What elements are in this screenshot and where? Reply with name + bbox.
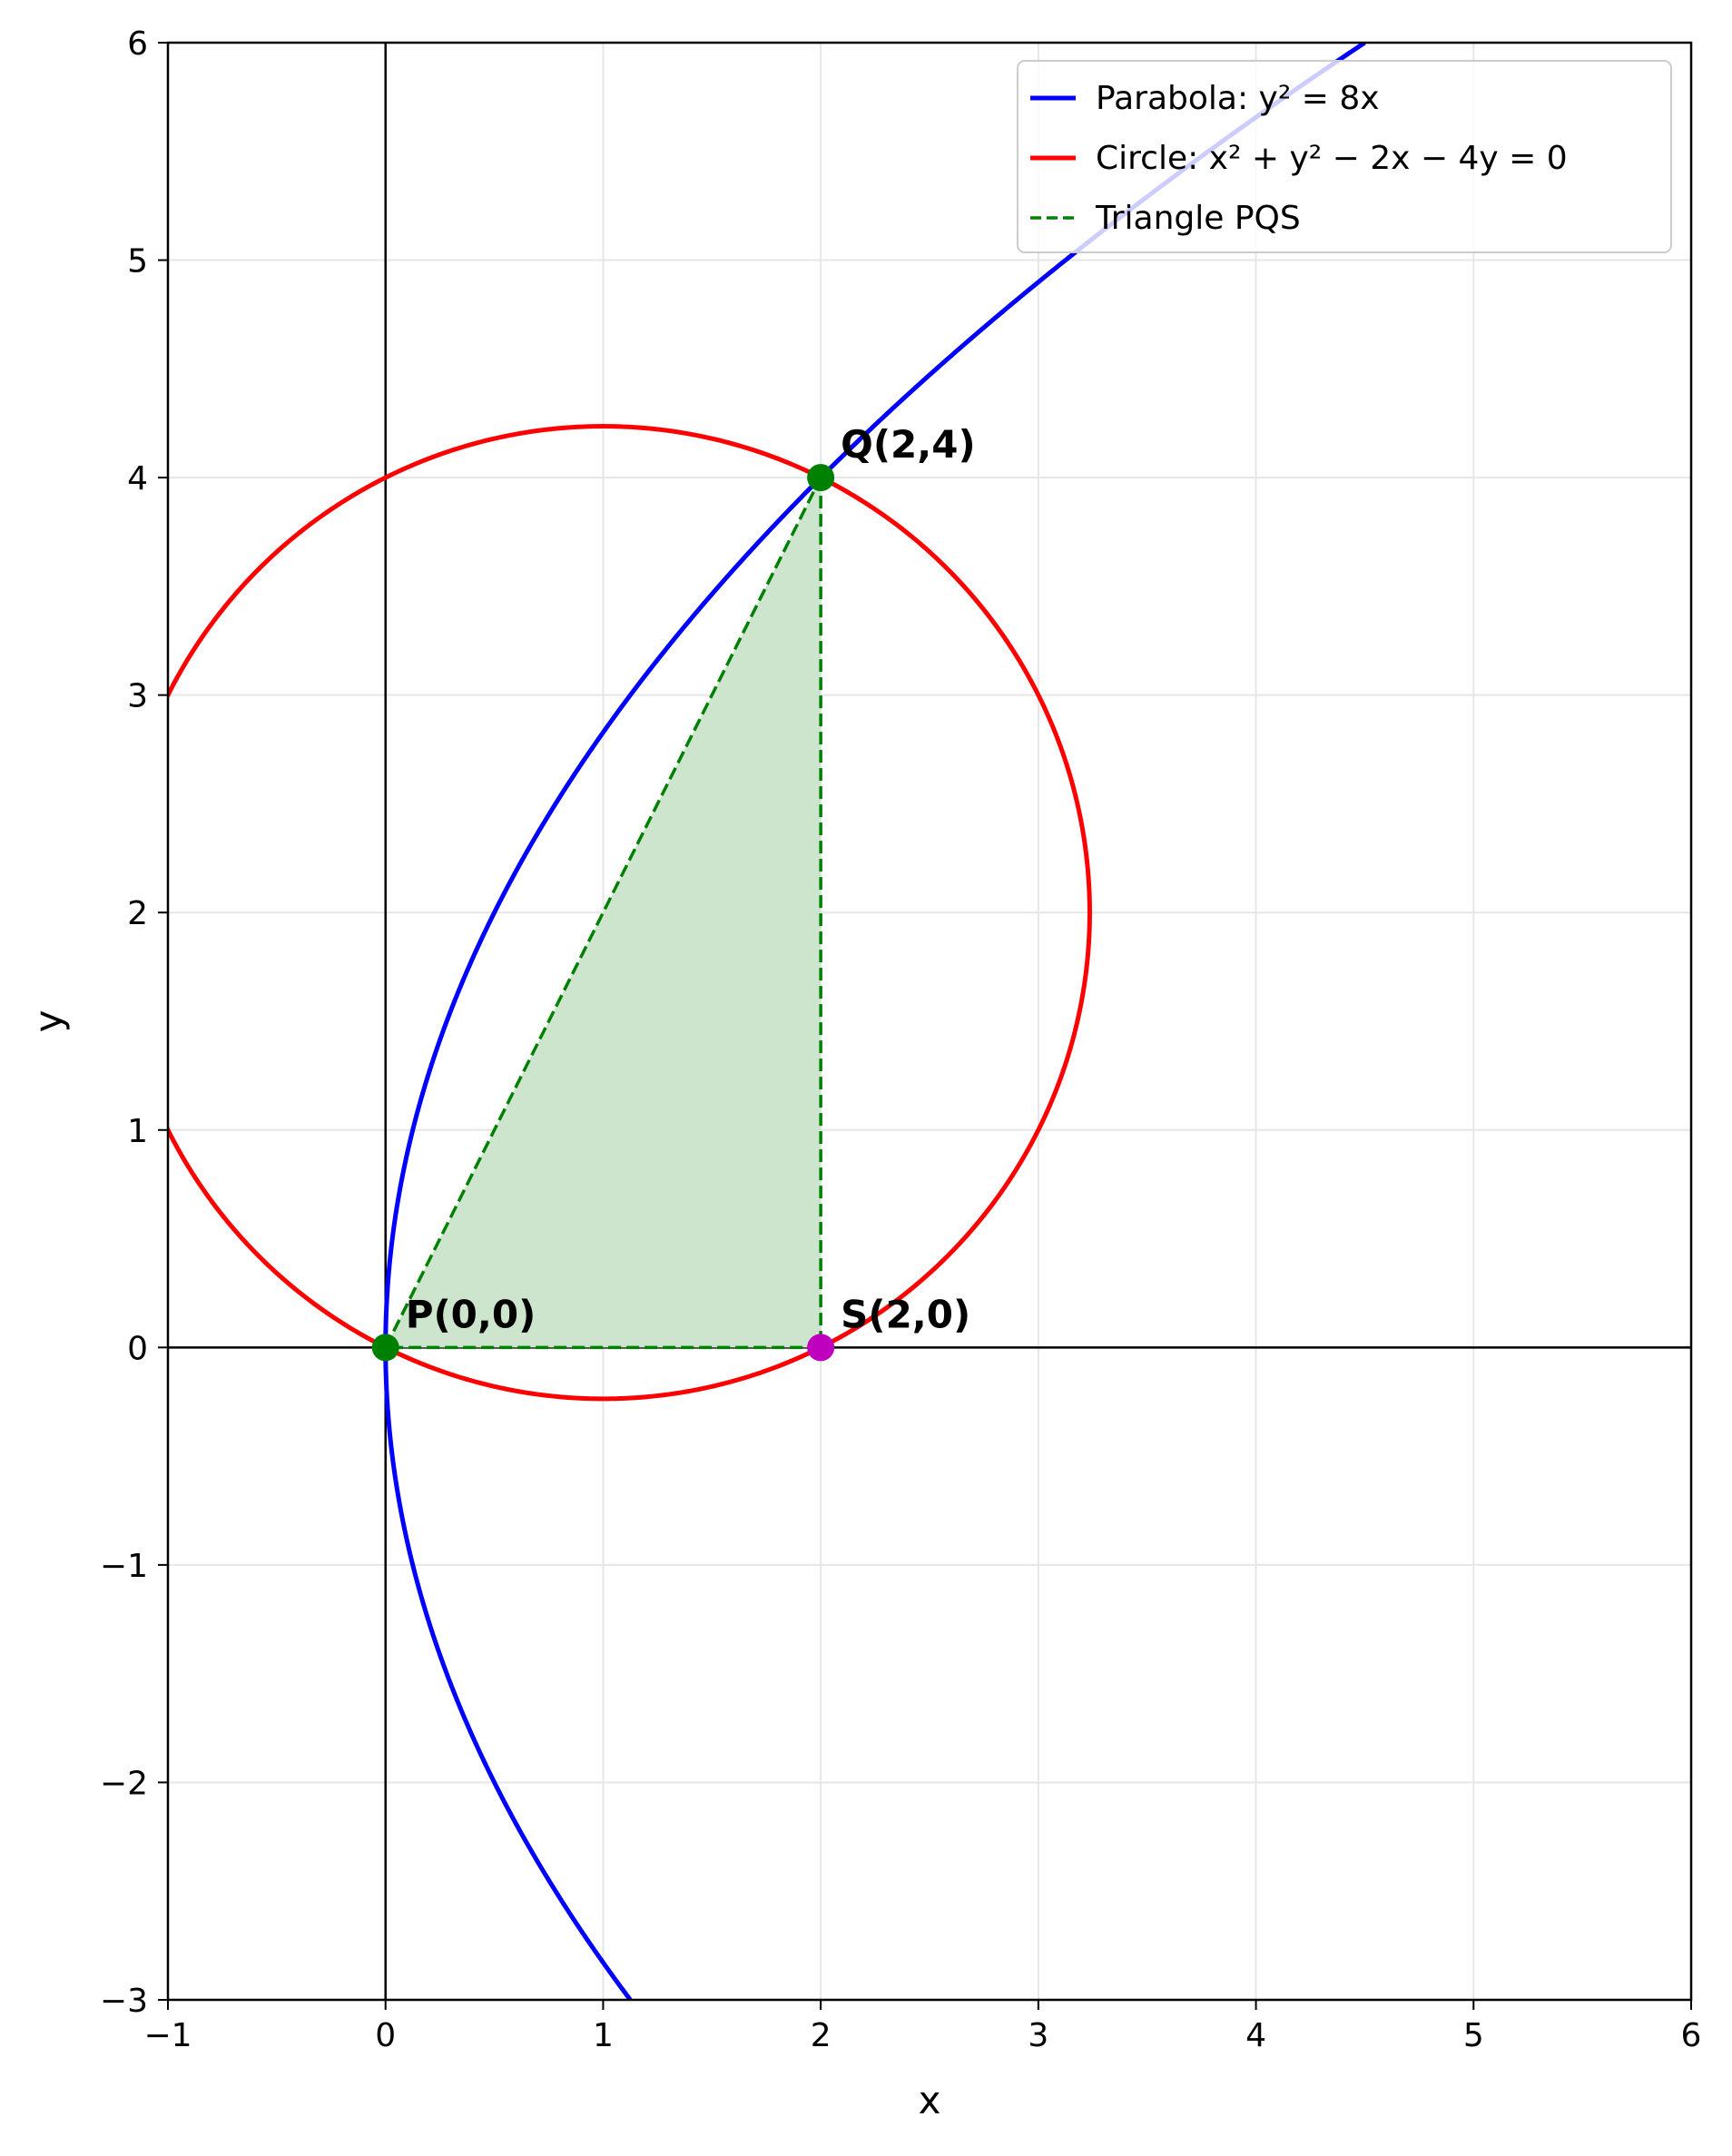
x-tick-label: 2: [811, 2017, 832, 2054]
point-label: S(2,0): [841, 1292, 970, 1336]
x-tick-label: 6: [1681, 2017, 1702, 2054]
y-tick-label: 5: [127, 243, 148, 281]
y-tick-label: 2: [127, 895, 148, 932]
legend-box: [1017, 60, 1672, 253]
plot-layer: [168, 43, 1691, 2000]
y-tick-label: −3: [100, 1983, 148, 2020]
parabola-curve: [383, 43, 1366, 2000]
plot-frame: [166, 41, 1693, 2002]
y-tick-label: 0: [127, 1330, 148, 1367]
x-tick-label: 3: [1028, 2017, 1048, 2054]
x-tick-label: 0: [375, 2017, 396, 2054]
y-tick-label: −2: [100, 1765, 148, 1802]
y-tick-label: −1: [100, 1548, 148, 1585]
y-axis-label: y: [26, 1010, 71, 1033]
circle-curve: [168, 424, 1092, 1402]
x-tick-label: −1: [143, 2017, 192, 2054]
y-tick-label: 6: [127, 25, 148, 63]
legend: Parabola: y² = 8x Circle: x² + y² − 2x − …: [1017, 60, 1672, 253]
point-marker: [807, 1334, 835, 1362]
point-label: P(0,0): [406, 1292, 536, 1336]
legend-entry: Parabola: y² = 8x: [1096, 80, 1380, 117]
legend-entry: Triangle PQS: [1095, 200, 1301, 237]
legend-entry: Circle: x² + y² − 2x − 4y = 0: [1096, 140, 1568, 177]
y-tick-label: 4: [127, 460, 148, 497]
triangle-edge: [384, 477, 822, 1349]
x-tick-label: 5: [1463, 2017, 1484, 2054]
point-marker: [807, 464, 835, 492]
x-tick-label: 1: [593, 2017, 614, 2054]
x-axis-label: x: [919, 2078, 941, 2122]
axes-layer: P(0,0) Q(2,4) S(2,0) −1 0 1 2 3 4 5 6 −3 −2 −1 0 1 2 3 4 5 6…: [26, 25, 1701, 2122]
point-marker: [371, 1334, 399, 1362]
y-tick-label: 1: [127, 1113, 148, 1150]
x-tick-label: 4: [1245, 2017, 1266, 2054]
y-tick-label: 3: [127, 678, 148, 715]
point-label: Q(2,4): [841, 422, 975, 467]
